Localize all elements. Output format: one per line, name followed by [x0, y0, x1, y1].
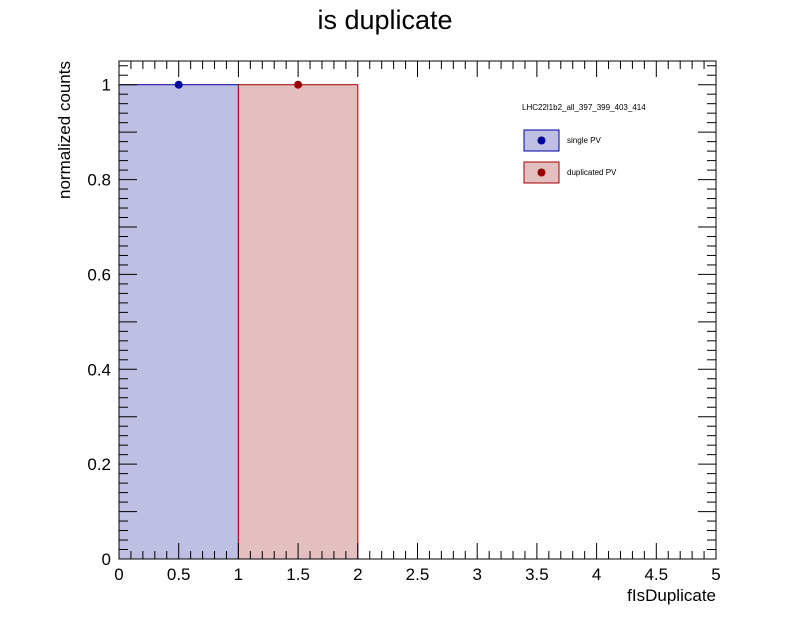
x-tick-label: 2: [353, 565, 362, 584]
y-axis-title: normalized counts: [55, 61, 74, 199]
ticks-layer: [118, 61, 717, 560]
y-tick-labels: 0 0.2 0.4 0.6 0.8 1: [87, 76, 111, 569]
legend-label: single PV: [567, 136, 601, 145]
x-tick-label: 4: [592, 565, 601, 584]
y-tick-label: 0: [102, 550, 111, 569]
x-axis-title: fIsDuplicate: [627, 586, 716, 605]
x-tick-label: 3: [472, 565, 481, 584]
bars-layer: [118, 84, 359, 560]
x-tick-label: 0: [114, 565, 123, 584]
x-tick-label: 1: [234, 565, 243, 584]
points-layer: [174, 80, 303, 89]
x-tick-label: 5: [711, 565, 720, 584]
x-tick-label: 2.5: [406, 565, 430, 584]
legend-entries: single PV duplicated PV: [523, 129, 617, 184]
plot-frame: [118, 60, 717, 560]
data-point: [294, 80, 303, 89]
legend-label: duplicated PV: [567, 168, 617, 177]
legend-header: LHC22l1b2_all_397_399_403_414: [522, 103, 646, 112]
x-tick-label: 1.5: [286, 565, 310, 584]
data-point: [174, 80, 183, 89]
x-tick-label: 3.5: [525, 565, 549, 584]
x-tick-label: 4.5: [644, 565, 668, 584]
legend-marker: [537, 136, 546, 145]
y-tick-label: 1: [102, 76, 111, 95]
x-tick-labels: 0 0.5 1 1.5 2 2.5 3 3.5 4 4.5 5: [114, 565, 720, 584]
legend-marker: [537, 168, 546, 177]
histogram-bar: [237, 84, 359, 560]
histogram-bar: [118, 84, 239, 560]
x-tick-label: 0.5: [167, 565, 191, 584]
legend: LHC22l1b2_all_397_399_403_414 single PV d…: [522, 103, 646, 184]
y-tick-label: 0.8: [87, 171, 111, 190]
chart-title: is duplicate: [317, 5, 452, 35]
y-tick-label: 0.2: [87, 455, 111, 474]
y-tick-label: 0.4: [87, 360, 111, 379]
y-tick-label: 0.6: [87, 265, 111, 284]
